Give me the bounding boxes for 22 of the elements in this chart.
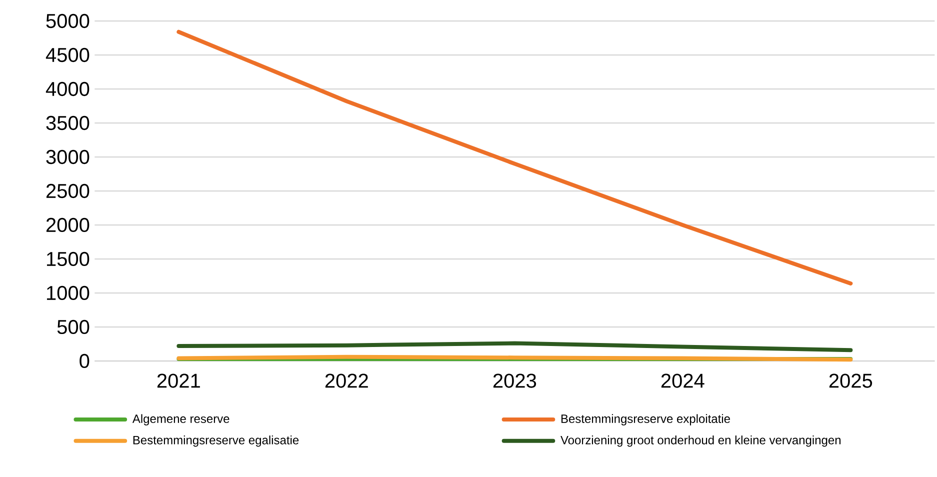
- legend-label: Bestemmingsreserve exploitatie: [561, 414, 730, 426]
- line-series: [176, 341, 853, 352]
- y-tick-label: 4000: [46, 82, 90, 96]
- x-tick-label: 2025: [829, 374, 872, 388]
- legend-label: Algemene reserve: [132, 414, 230, 426]
- y-tick-label: 1000: [47, 286, 90, 300]
- y-tick-label: 5000: [46, 14, 90, 28]
- y-tick-label: 2000: [46, 218, 90, 232]
- line-series: [176, 30, 853, 286]
- y-tick-label: 0: [80, 354, 90, 368]
- x-tick-label: 2022: [325, 374, 368, 388]
- y-tick-label: 3000: [46, 150, 90, 164]
- x-tick-label: 2024: [661, 374, 704, 388]
- y-tick-label: 4500: [46, 48, 90, 62]
- y-tick-label: 500: [57, 320, 90, 334]
- x-tick-label: 2021: [157, 374, 200, 388]
- y-tick-label: 3500: [46, 116, 90, 130]
- y-tick-label: 1500: [47, 252, 90, 266]
- x-tick-label: 2023: [493, 374, 536, 388]
- legend-label: Bestemmingsreserve egalisatie: [133, 436, 299, 447]
- legend-label: Voorziening groot onderhoud en kleine vervangingen: [560, 436, 841, 447]
- y-tick-label: 2500: [46, 184, 90, 198]
